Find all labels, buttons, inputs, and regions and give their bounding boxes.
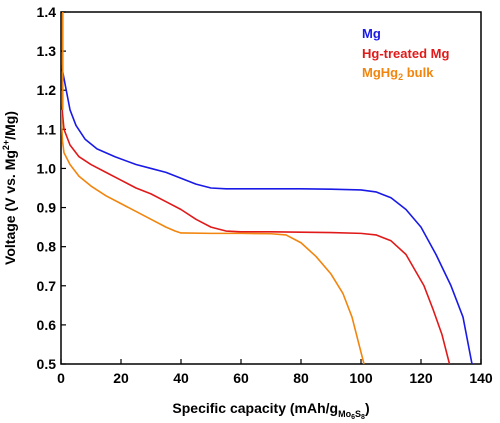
x-axis-title: Specific capacity (mAh/gMo6S8) — [172, 400, 369, 421]
y-tick-label: 0.5 — [37, 356, 57, 372]
series-layer — [61, 12, 473, 364]
series-line-hg-treated-mg — [61, 90, 451, 364]
x-tick-label: 120 — [409, 370, 433, 386]
x-tick-label: 40 — [173, 370, 189, 386]
legend-mghg2-main: MgHg — [362, 65, 398, 80]
y-tick-label: 0.8 — [37, 239, 57, 255]
y-title-main: Voltage (V vs. Mg — [2, 150, 18, 265]
legend-entry-mghg2-bulk: MgHg2 bulk — [362, 65, 434, 82]
x-title-sub-8: 8 — [361, 414, 365, 421]
x-tick-label: 140 — [469, 370, 493, 386]
x-tick-label: 60 — [233, 370, 249, 386]
y-tick-label: 0.6 — [37, 317, 57, 333]
y-tick-label: 1.4 — [37, 4, 57, 20]
y-tick-label: 1.0 — [37, 160, 57, 176]
x-title-sub-mo: Mo — [338, 409, 351, 419]
series-line-mg — [61, 64, 473, 364]
y-tick-label: 1.2 — [37, 82, 57, 98]
x-tick-label: 20 — [113, 370, 129, 386]
y-tick-label: 0.9 — [37, 200, 57, 216]
y-tick-label: 1.1 — [37, 121, 57, 137]
plot-frame — [60, 11, 482, 365]
y-tick-label: 1.3 — [37, 43, 57, 59]
legend-mghg2-sub: 2 — [398, 72, 403, 82]
x-axis-ticks: 0 20 40 60 80 100 120 140 — [57, 359, 493, 386]
y-title-tail: /Mg) — [2, 111, 18, 140]
x-tick-label: 80 — [293, 370, 309, 386]
x-title-main: Specific capacity (mAh/g — [172, 400, 338, 416]
x-title-tail: ) — [365, 400, 370, 416]
y-tick-label: 0.7 — [37, 278, 57, 294]
x-title-sub-6: 6 — [351, 414, 355, 421]
y-axis-ticks: 0.5 0.6 0.7 0.8 0.9 1.0 1.1 1.2 1.3 1.4 — [37, 4, 66, 372]
series-line-mghg2-bulk — [61, 109, 365, 364]
x-tick-label: 0 — [57, 370, 65, 386]
legend-mghg2-tail: bulk — [403, 65, 434, 80]
legend-entry-hg-treated-mg: Hg-treated Mg — [362, 46, 449, 61]
legend: Mg Hg-treated Mg MgHg2 bulk — [362, 26, 449, 82]
x-tick-label: 100 — [349, 370, 373, 386]
y-title-sup: 2+ — [1, 140, 11, 150]
legend-entry-mg: Mg — [362, 26, 381, 41]
y-axis-title: Voltage (V vs. Mg2+/Mg) — [1, 111, 18, 265]
x-title-sub-s: S — [355, 409, 361, 419]
